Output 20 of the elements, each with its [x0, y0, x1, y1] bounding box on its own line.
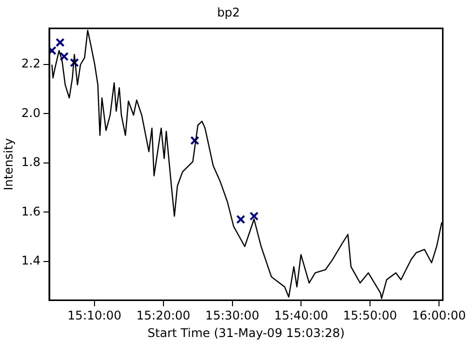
y-tick-label: 1.8 — [21, 155, 40, 170]
y-tick-label: 1.4 — [21, 254, 40, 268]
x-tick-label: 16:00:00 — [412, 308, 466, 323]
x-tick-label: 15:20:00 — [136, 308, 190, 323]
point — [236, 214, 246, 224]
point — [190, 136, 200, 146]
point — [70, 58, 79, 68]
point — [56, 38, 65, 47]
x-tick-label: 15:40:00 — [274, 308, 328, 323]
y-tick-label: 2.2 — [21, 56, 40, 70]
point — [60, 52, 69, 62]
chart-title: bp2 — [217, 5, 240, 20]
x-axis-title: Start Time (31-May-09 15:03:28) — [148, 326, 345, 340]
y-axis-title: Intensity — [1, 138, 16, 190]
x-tick-label: 15:30:00 — [205, 308, 260, 323]
x-tick-label: 15:10:00 — [68, 308, 122, 323]
y-tick-label: 1.6 — [21, 204, 40, 218]
y-tick-label: 2.0 — [21, 106, 40, 120]
x-tick-label: 15:50:00 — [343, 308, 397, 323]
point — [250, 212, 259, 221]
